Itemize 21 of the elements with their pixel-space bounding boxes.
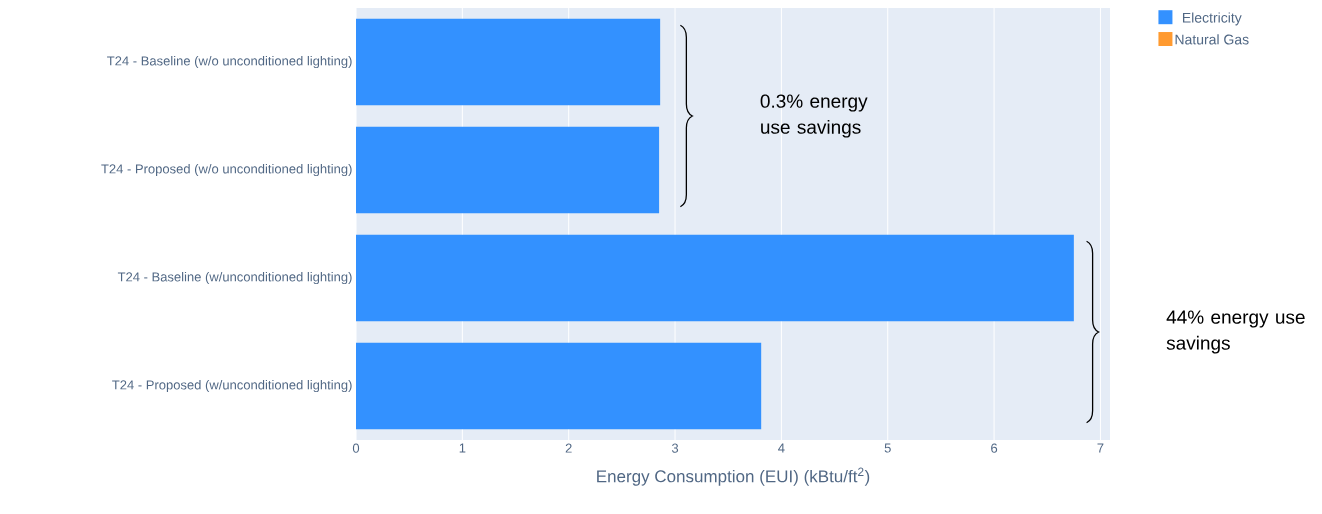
x-tick-label: 6 xyxy=(991,443,998,453)
x-tick-label: 3 xyxy=(671,443,679,453)
x-tick-label: 7 xyxy=(1097,443,1104,453)
annotation: 0.3% energy use savings xyxy=(760,94,868,138)
bar xyxy=(356,234,1074,322)
x-tick-label: 5 xyxy=(884,443,891,453)
bar xyxy=(356,342,762,430)
bar xyxy=(356,126,660,214)
bar xyxy=(356,18,661,106)
legend-label: Electricity xyxy=(1182,12,1242,26)
x-axis-title: Energy Consumption (EUI) (kBtu/ft$^{2}$) xyxy=(597,467,870,486)
y-tick-label: T24 - Baseline (w/o unconditioned lighting) xyxy=(107,55,352,69)
x-tick-label: 0 xyxy=(352,443,360,453)
x-tick-label: 1 xyxy=(459,443,466,453)
legend-label: Natural Gas xyxy=(1175,34,1249,45)
y-tick-label: T24 - Proposed (w/unconditioned lighting) xyxy=(112,379,352,393)
y-tick-label: T24 - Baseline (w/unconditioned lighting) xyxy=(117,271,352,285)
y-tick-label: T24 - Proposed (w/o unconditioned lighting) xyxy=(101,163,352,177)
x-tick-label: 4 xyxy=(778,443,785,453)
x-tick-label: 2 xyxy=(565,443,572,453)
text: 44% energy use savings xyxy=(1166,310,1305,354)
